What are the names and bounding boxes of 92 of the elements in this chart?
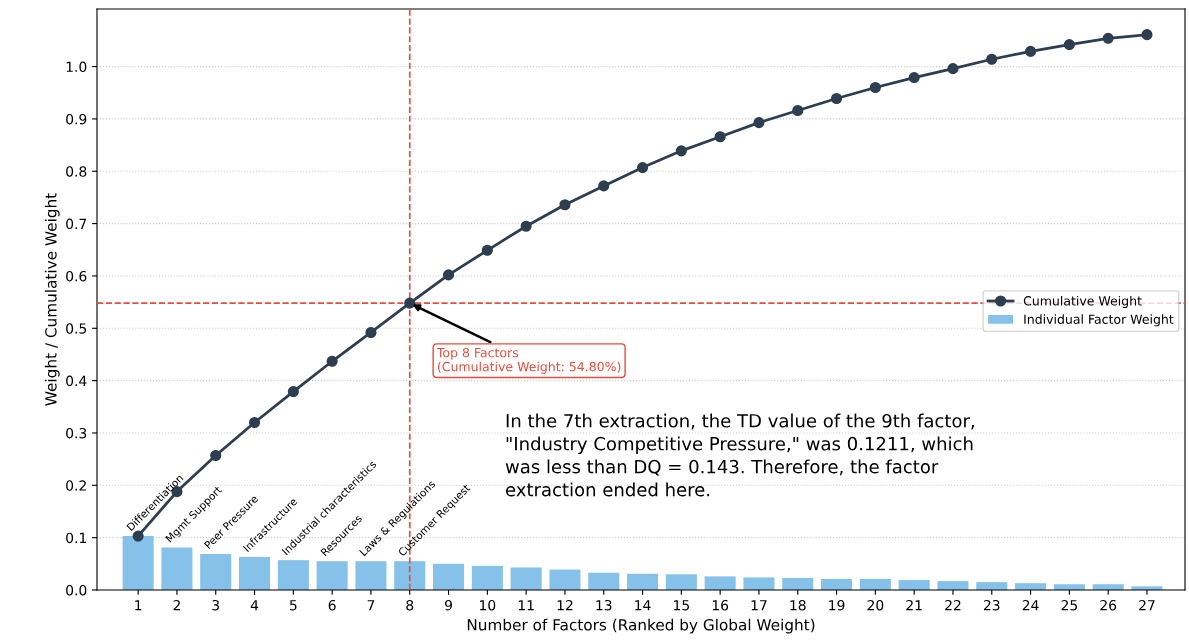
y-tick-label: 0.6 (66, 270, 87, 282)
point (520, 220, 532, 232)
x-tick-label: 12 (557, 599, 573, 611)
point (908, 72, 920, 84)
point (365, 326, 377, 339)
point (559, 199, 571, 211)
y-tick-label: 0.7 (66, 218, 87, 230)
bar (510, 567, 542, 590)
point (792, 104, 804, 117)
point (1025, 45, 1037, 57)
y-tick-label: 0.9 (66, 113, 87, 125)
x-tick-label: 8 (406, 599, 414, 611)
point (404, 297, 416, 309)
x-tick-label: 3 (212, 599, 220, 611)
x-axis-title: Number of Factors (Ranked by Global Weight) (467, 618, 815, 634)
x-tick-label: 21 (906, 599, 922, 611)
point (986, 53, 998, 65)
point (1102, 32, 1114, 44)
point (1063, 39, 1075, 51)
x-tick-label: 18 (790, 599, 806, 611)
y-tick-label: 0.4 (66, 375, 87, 387)
point (481, 244, 493, 256)
y-tick-label: 0.1 (66, 532, 86, 544)
bar (316, 561, 348, 590)
point (675, 145, 687, 157)
x-tick-label: 25 (1061, 599, 1077, 611)
annotation: In the 7th extraction, the TD value of the 9th factor, "Industry Competitive Pressure," was 0.1211, which was less than DQ = 0.143. Therefore, the factor extraction ended here. (505, 413, 974, 497)
bar (743, 577, 775, 590)
x-tick-label: 15 (674, 600, 689, 611)
y-tick-label: 0.5 (66, 323, 87, 334)
bar (471, 565, 503, 590)
x-tick-label: 14 (635, 600, 651, 611)
x-tick-label: 23 (983, 599, 1000, 611)
point (442, 269, 455, 281)
bar (394, 561, 426, 590)
y-axis-title: Weight / Cumulative Weight (44, 193, 60, 406)
y-tick-label: 0.8 (66, 166, 87, 177)
legend-label: Individual Factor Weight (1024, 314, 1174, 327)
bar (161, 547, 193, 590)
point (248, 416, 261, 429)
bar (782, 577, 814, 590)
x-tick-label: 11 (518, 600, 534, 611)
point (287, 386, 299, 398)
bar (627, 573, 659, 590)
bar (277, 560, 309, 590)
x-tick-label: 2 (173, 599, 180, 611)
point (326, 355, 338, 367)
bar (821, 579, 853, 590)
bar (122, 536, 154, 590)
point (1141, 29, 1153, 41)
bar (937, 581, 969, 590)
bar (433, 563, 465, 590)
bar (859, 579, 891, 590)
x-tick-label: 16 (712, 599, 729, 611)
point (598, 180, 610, 192)
x-tick-label: 1 (135, 600, 142, 611)
bar (239, 557, 271, 590)
bar (200, 553, 232, 590)
point (869, 81, 881, 94)
y-tick-label: 1.0 (66, 61, 87, 73)
x-tick-label: 27 (1139, 599, 1155, 611)
point (636, 162, 649, 174)
x-tick-label: 19 (829, 599, 845, 611)
x-tick-label: 7 (367, 600, 375, 611)
x-tick-label: 6 (328, 599, 336, 611)
y-tick-label: 0.2 (66, 480, 86, 491)
x-tick-label: 5 (289, 600, 297, 611)
x-tick-label: 24 (1022, 599, 1039, 611)
bar (665, 574, 697, 590)
bar (588, 572, 620, 590)
x-tick-label: 13 (596, 599, 612, 611)
x-tick-label: 4 (250, 600, 259, 611)
point (210, 449, 222, 462)
y-tick-label: 0.3 (66, 427, 87, 439)
x-tick-label: 20 (867, 599, 884, 611)
x-tick-label: 17 (751, 600, 767, 611)
bar (704, 576, 736, 590)
legend-label: Cumulative Weight (1023, 295, 1142, 308)
y-tick-label: 0.0 (66, 584, 87, 596)
x-tick-label: 26 (1100, 599, 1117, 611)
annotation: Top 8 Factors (Cumulative Weight: 54.80%) (436, 347, 621, 374)
bar (549, 569, 581, 590)
x-tick-label: 10 (480, 599, 496, 611)
point (753, 117, 765, 129)
x-tick-label: 22 (945, 599, 961, 611)
x-tick-label: 9 (445, 599, 452, 611)
bar (898, 580, 930, 590)
point (714, 131, 726, 143)
point (132, 530, 144, 542)
point (831, 92, 843, 105)
point (947, 63, 959, 75)
bar (355, 561, 387, 590)
